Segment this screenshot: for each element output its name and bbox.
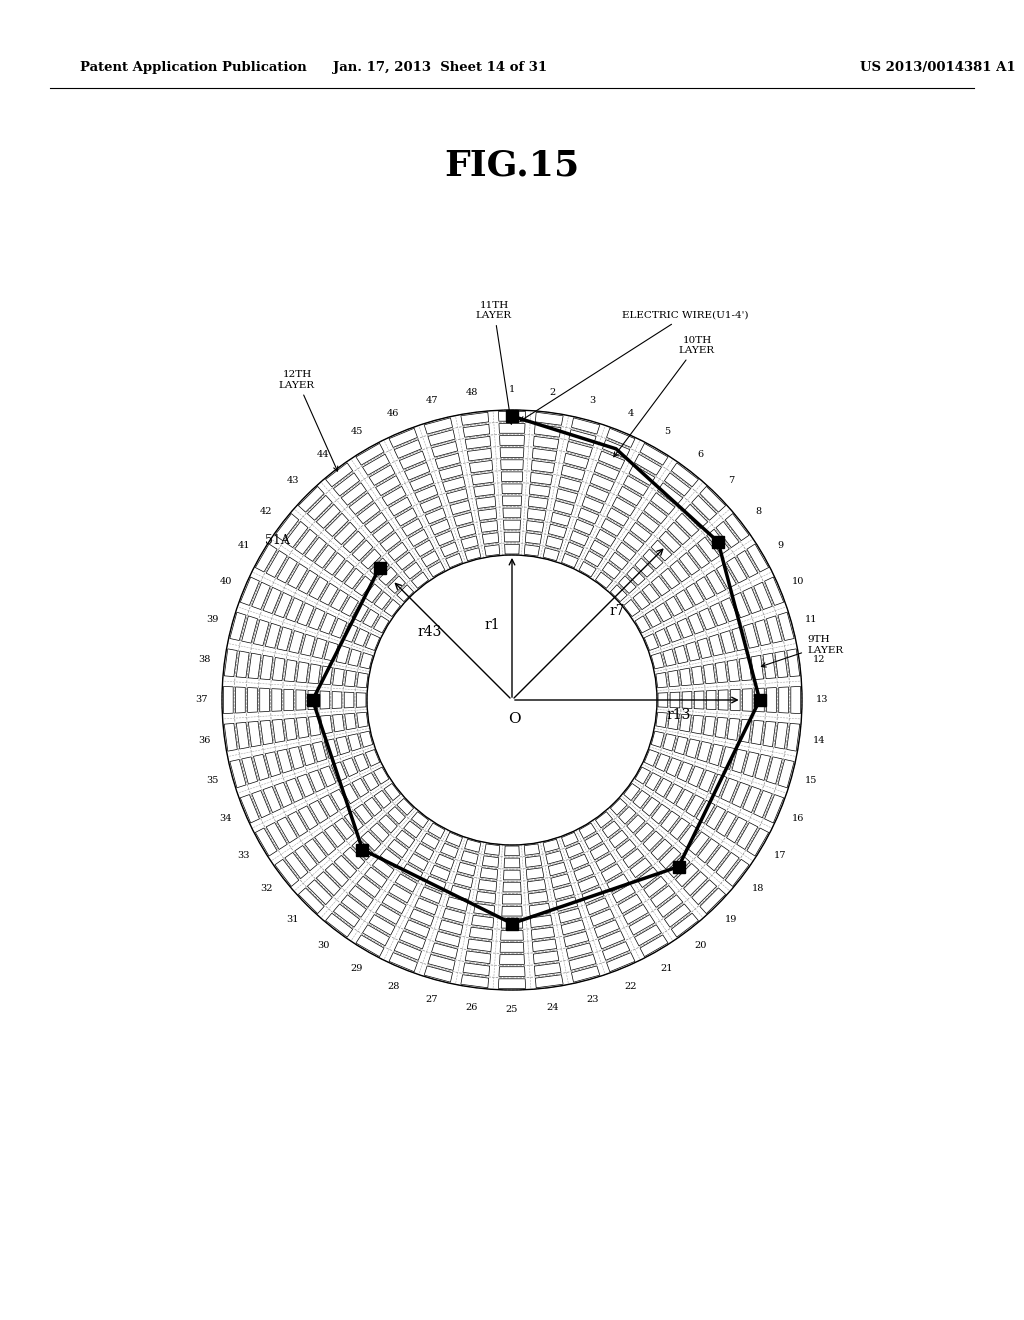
Text: 11: 11 [805, 615, 818, 624]
Text: r43: r43 [418, 624, 441, 639]
Text: 10: 10 [793, 577, 805, 586]
Text: 51A: 51A [264, 533, 290, 546]
Text: 5: 5 [664, 428, 670, 436]
Text: r7: r7 [609, 603, 625, 618]
Text: 30: 30 [317, 941, 330, 950]
Text: 28: 28 [387, 982, 399, 991]
Text: 16: 16 [793, 814, 805, 824]
Text: 3: 3 [589, 396, 595, 405]
Text: 19: 19 [725, 915, 737, 924]
Text: US 2013/0014381 A1: US 2013/0014381 A1 [860, 62, 1016, 74]
Text: 46: 46 [387, 409, 399, 418]
Text: 41: 41 [238, 540, 250, 549]
Text: 13: 13 [816, 696, 828, 705]
Text: 35: 35 [207, 776, 219, 784]
Text: 14: 14 [813, 737, 825, 744]
Text: 15: 15 [805, 776, 817, 784]
Text: r1: r1 [484, 618, 500, 631]
Text: O: O [508, 711, 520, 726]
Text: 8: 8 [755, 507, 761, 516]
Text: 18: 18 [752, 884, 764, 894]
Text: 29: 29 [351, 964, 364, 973]
Text: 37: 37 [196, 696, 208, 705]
Text: 48: 48 [465, 388, 478, 397]
Text: 40: 40 [219, 577, 231, 586]
Text: 4: 4 [628, 409, 634, 418]
Text: 39: 39 [207, 615, 219, 624]
Text: 43: 43 [287, 477, 299, 486]
Text: 32: 32 [260, 884, 272, 894]
Text: 12TH
LAYER: 12TH LAYER [279, 371, 338, 471]
Text: 44: 44 [317, 450, 330, 458]
Text: ELECTRIC WIRE(U1-4'): ELECTRIC WIRE(U1-4') [520, 312, 749, 421]
Text: 20: 20 [694, 941, 707, 950]
Text: 9: 9 [777, 540, 783, 549]
Text: Patent Application Publication: Patent Application Publication [80, 62, 307, 74]
Text: 42: 42 [260, 507, 272, 516]
Text: 11TH
LAYER: 11TH LAYER [476, 301, 513, 424]
Text: 47: 47 [426, 396, 438, 405]
Text: r13: r13 [667, 708, 690, 722]
Text: FIG.15: FIG.15 [444, 148, 580, 182]
Text: 1: 1 [509, 385, 515, 395]
Text: 34: 34 [219, 814, 231, 824]
Text: 26: 26 [465, 1003, 478, 1012]
Text: 31: 31 [287, 915, 299, 924]
Text: 25: 25 [506, 1006, 518, 1015]
Text: 24: 24 [546, 1003, 559, 1012]
Text: 21: 21 [660, 964, 673, 973]
Text: 27: 27 [426, 995, 438, 1005]
Text: 10TH
LAYER: 10TH LAYER [613, 335, 715, 457]
Text: 22: 22 [625, 982, 637, 991]
Text: 36: 36 [199, 737, 211, 744]
Text: 23: 23 [586, 995, 598, 1005]
Text: 38: 38 [199, 655, 211, 664]
Text: 33: 33 [238, 850, 250, 859]
Text: 12: 12 [813, 655, 825, 664]
Text: 2: 2 [549, 388, 556, 397]
Text: 9TH
LAYER: 9TH LAYER [762, 635, 843, 667]
Text: 6: 6 [697, 450, 703, 458]
Text: 45: 45 [351, 428, 364, 436]
Text: Jan. 17, 2013  Sheet 14 of 31: Jan. 17, 2013 Sheet 14 of 31 [333, 62, 548, 74]
Text: 17: 17 [774, 850, 786, 859]
Text: 7: 7 [728, 477, 734, 486]
